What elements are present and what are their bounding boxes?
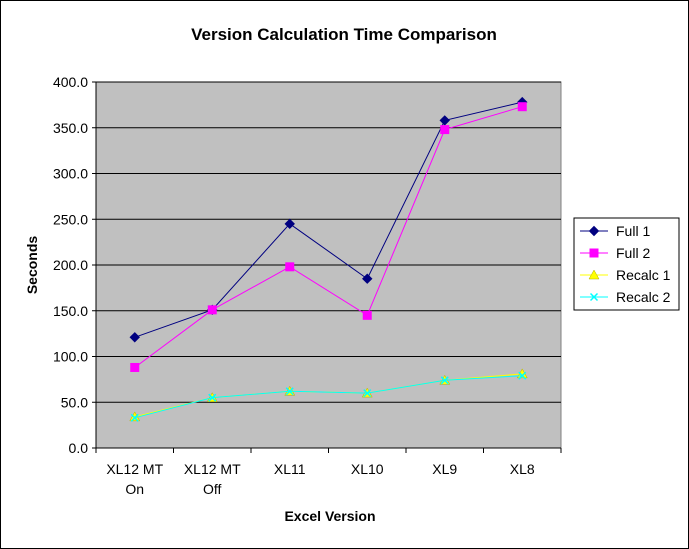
series-line	[134, 106, 523, 368]
legend-label: Full 2	[616, 245, 650, 261]
series-layer	[129, 96, 528, 422]
legend-marker	[588, 269, 600, 280]
data-point	[285, 387, 294, 396]
x-tick-label: XL11	[274, 461, 306, 477]
x-tick-label: XL10	[351, 461, 384, 477]
legend-label: Full 1	[616, 223, 650, 239]
data-point	[518, 371, 527, 380]
data-point	[129, 411, 141, 422]
y-tick-label: 350.0	[53, 120, 88, 136]
data-point	[208, 393, 217, 402]
x-tick-label: XL12 MT On	[106, 461, 163, 497]
data-point	[130, 413, 139, 422]
x-axis-label: Excel Version	[284, 508, 375, 524]
legend-label: Recalc 2	[616, 289, 671, 305]
series-line	[134, 101, 523, 338]
data-point	[440, 376, 449, 385]
legend-label: Recalc 1	[616, 267, 671, 283]
y-tick-label: 250.0	[53, 211, 88, 227]
series-2	[130, 102, 527, 372]
y-axis: 0.0 50.0 100.0 150.0 200.0 250.0 300.0 350.0 400…	[53, 74, 97, 456]
legend-item: Recalc 1	[580, 267, 671, 283]
data-point	[440, 125, 450, 135]
x-tick-label: XL8	[510, 461, 535, 477]
gridlines	[96, 81, 561, 403]
legend-marker	[589, 248, 599, 258]
legend-item: Recalc 2	[580, 289, 671, 305]
legend-marker	[589, 292, 599, 302]
legend-marker	[588, 225, 600, 237]
y-tick-label: 200.0	[53, 257, 88, 273]
legend: Full 1 Full 2 Recalc 1 Recalc 2	[573, 217, 680, 311]
chart-title: Version Calculation Time Comparison	[191, 25, 497, 44]
data-point	[363, 389, 372, 398]
y-tick-label: 300.0	[53, 166, 88, 182]
data-point	[439, 115, 450, 126]
x-axis: XL12 MT On XL12 MT Off XL11 XL10 XL9 XL8	[95, 447, 562, 497]
series-line	[134, 375, 523, 419]
series-4	[130, 371, 527, 422]
x-tick-label: XL9	[432, 461, 457, 477]
data-point	[362, 273, 373, 284]
data-point	[130, 362, 140, 372]
x-tick-label: XL12 MT Off	[184, 461, 241, 497]
y-tick-label: 100.0	[53, 349, 88, 365]
y-tick-label: 400.0	[53, 74, 88, 90]
data-point	[207, 305, 217, 315]
legend-item: Full 1	[580, 223, 650, 239]
data-point	[129, 332, 140, 343]
data-point	[284, 218, 295, 230]
data-point	[362, 310, 372, 320]
y-axis-label: Seconds	[24, 236, 40, 295]
y-tick-label: 50.0	[61, 394, 88, 410]
y-tick-label: 150.0	[53, 303, 88, 319]
data-point	[517, 102, 527, 112]
y-tick-label: 0.0	[69, 440, 89, 456]
legend-item: Full 2	[580, 245, 650, 261]
data-point	[285, 262, 295, 272]
